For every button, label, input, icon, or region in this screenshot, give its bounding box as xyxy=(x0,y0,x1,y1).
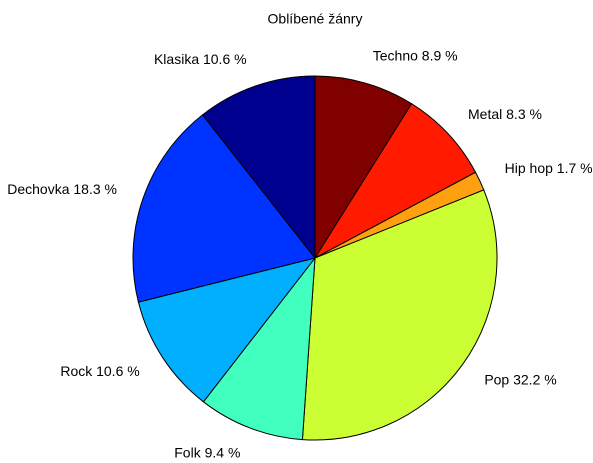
pie-slice xyxy=(314,75,413,260)
slice-label: Folk 9.4 % xyxy=(174,444,240,460)
pie-slice xyxy=(132,114,316,303)
slice-label: Klasika 10.6 % xyxy=(154,51,247,67)
pie-slice xyxy=(202,256,316,441)
chart-title: Oblíbené žánry xyxy=(268,11,363,27)
pie-slice xyxy=(201,75,316,260)
pie-slice xyxy=(301,189,498,441)
slice-label: Rock 10.6 % xyxy=(60,363,139,379)
slice-label: Hip hop 1.7 % xyxy=(505,160,593,176)
slice-label: Techno 8.9 % xyxy=(373,48,458,64)
slice-label: Pop 32.2 % xyxy=(484,372,556,388)
slice-label: Dechovka 18.3 % xyxy=(7,181,117,197)
pie-slice xyxy=(137,257,317,403)
pie-slice xyxy=(313,103,477,260)
slice-label: Metal 8.3 % xyxy=(468,106,542,122)
